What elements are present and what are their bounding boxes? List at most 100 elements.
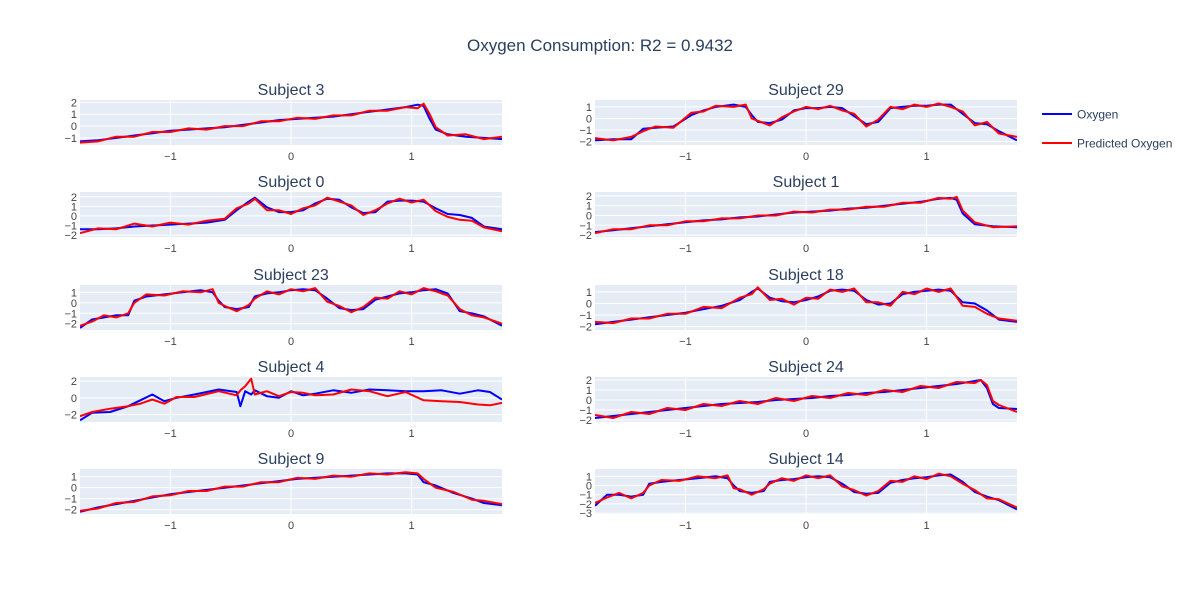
y-tick-label: 2 [586,375,592,387]
series-line-predicted-oxygen [80,102,502,144]
series-group [595,102,1017,142]
y-tick-label: −1 [64,494,77,506]
y-tick-label: −2 [64,319,77,331]
y-tick-label: 2 [71,192,77,204]
x-tick-label: 0 [803,520,809,532]
series-group [595,379,1017,419]
y-tick-label: 0 [586,298,592,310]
x-tick-label: 0 [288,243,294,255]
series-group [80,471,502,513]
y-tick-label: −1 [579,490,592,502]
x-tick-label: 0 [803,336,809,348]
y-tick-label: −2 [64,410,77,422]
y-tick-label: −2 [579,499,592,511]
x-tick-label: 0 [803,428,809,440]
x-tick-label: −1 [679,151,692,163]
y-tick-label: 1 [71,472,77,484]
x-tick-label: 1 [409,428,415,440]
y-tick-label: 0 [586,113,592,125]
x-tick-label: 0 [803,151,809,163]
series-line-predicted-oxygen [595,195,1017,235]
y-tick-label: −2 [64,505,77,517]
series-line-predicted-oxygen [595,102,1017,142]
y-tick-label: 0 [71,121,77,133]
series-line-predicted-oxygen [80,377,502,418]
series-line-predicted-oxygen [595,472,1017,509]
y-tick-label: 0 [586,395,592,407]
x-tick-label: 1 [409,243,415,255]
x-tick-label: −1 [164,520,177,532]
x-tick-label: 0 [803,243,809,255]
chart-title: Oxygen Consumption: R2 = 0.9432 [467,36,733,55]
subplot-title-subject-14: Subject 14 [768,451,844,468]
y-tick-label: −2 [579,230,592,242]
y-tick-label: 1 [586,287,592,299]
series-line-predicted-oxygen [80,471,502,512]
series-line-predicted-oxygen [595,286,1017,325]
y-tick-label: −1 [579,405,592,417]
series-group [595,286,1017,326]
series-group [595,195,1017,235]
x-tick-label: −1 [679,520,692,532]
subplot-title-subject-24: Subject 24 [768,359,844,376]
subplot-title-subject-18: Subject 18 [768,267,844,284]
series-group [80,377,502,422]
legend[interactable]: Oxygen Predicted Oxygen [1042,108,1172,151]
y-tick-label: −2 [579,415,592,427]
x-tick-label: −1 [164,428,177,440]
x-tick-label: −1 [164,243,177,255]
y-tick-label: 2 [71,376,77,388]
x-tick-label: 1 [409,520,415,532]
series-group [80,287,502,329]
y-tick-label: −2 [579,322,592,334]
y-tick-label: −1 [579,220,592,232]
subplot-subject-4: −1 0 1 −2 0 2 Subject 4 [64,359,502,440]
legend-item-oxygen[interactable]: Oxygen [1042,108,1118,122]
y-tick-label: 0 [586,210,592,222]
x-tick-label: 1 [924,336,930,348]
x-tick-label: −1 [679,243,692,255]
x-tick-label: −1 [679,336,692,348]
y-tick-label: 1 [71,109,77,121]
legend-item-predicted-oxygen[interactable]: Predicted Oxygen [1042,137,1172,151]
series-line-predicted-oxygen [80,287,502,327]
y-tick-label: 1 [586,102,592,114]
y-tick-label: −1 [64,133,77,145]
y-tick-label: 0 [71,483,77,495]
series-line-predicted-oxygen [80,196,502,235]
series-group [80,102,502,144]
x-tick-label: −1 [164,336,177,348]
y-tick-label: −1 [579,125,592,137]
subplot-title-subject-29: Subject 29 [768,82,844,99]
y-tick-label: −3 [579,508,592,520]
x-tick-label: 1 [924,428,930,440]
y-tick-label: 2 [71,97,77,109]
x-tick-label: 0 [288,151,294,163]
x-tick-label: 0 [288,336,294,348]
subplot-title-subject-1: Subject 1 [773,174,840,191]
legend-label-predicted-oxygen: Predicted Oxygen [1077,137,1172,151]
series-group [80,196,502,235]
x-tick-label: 1 [409,336,415,348]
x-tick-label: −1 [679,428,692,440]
y-tick-label: −1 [64,221,77,233]
x-tick-label: 0 [288,428,294,440]
series-group [595,472,1017,511]
y-tick-label: 2 [586,191,592,203]
subplot-title-subject-23: Subject 23 [253,267,329,284]
subplot-title-subject-4: Subject 4 [258,359,325,376]
x-tick-label: 1 [924,243,930,255]
subplot-title-subject-9: Subject 9 [258,451,325,468]
x-tick-label: 1 [924,151,930,163]
y-tick-label: 0 [71,298,77,310]
